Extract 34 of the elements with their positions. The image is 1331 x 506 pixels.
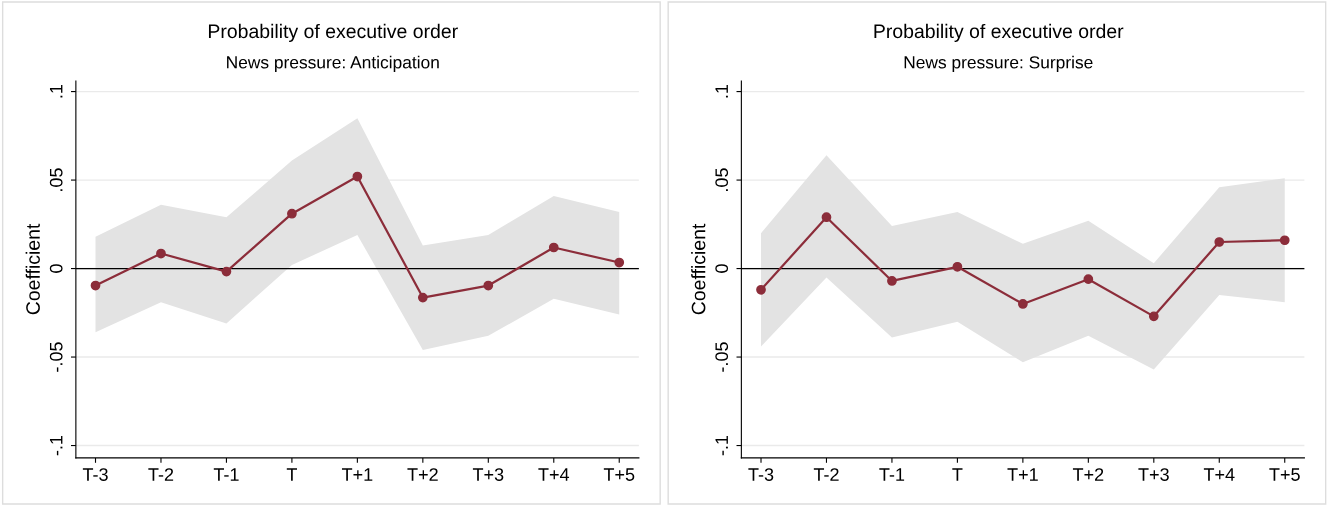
y-tick-label: 0 [49,264,63,273]
x-tick-label: T-3 [748,468,774,481]
y-tick-label: .1 [715,84,728,98]
x-tick-label: T+2 [1072,468,1104,481]
x-tick-label: T+3 [1138,468,1169,481]
x-tick-label: T [952,468,963,481]
y-tick-label: .1 [49,84,63,98]
y-tick-label: 0 [715,264,729,273]
y-tick-label: -.1 [715,435,728,456]
y-tick-label: .05 [49,168,63,191]
x-tick-label: T-1 [879,468,905,481]
chart-subtitle: News pressure: Anticipation [227,55,439,72]
x-tick-label: T+3 [472,468,504,481]
x-tick-label: T [286,468,298,481]
x-tick-label: T-2 [813,468,839,481]
x-tick-label: T+2 [407,468,438,481]
x-tick-label: T+4 [538,468,570,481]
x-tick-label: T-1 [213,468,239,481]
chart-title: Probability of executive order [208,23,458,42]
y-tick-label: -.05 [49,342,63,372]
chart-title: Probability of executive order [874,23,1124,42]
y-axis-title: Coefficient [25,223,40,315]
x-tick-label: T-3 [82,468,108,481]
x-tick-label: T-2 [148,468,174,481]
y-tick-label: -.1 [49,435,63,456]
x-tick-label: T+5 [1269,468,1300,481]
x-tick-label: T+1 [1007,468,1038,481]
x-tick-label: T+1 [341,468,373,481]
y-tick-label: .05 [715,168,729,191]
x-tick-label: T+4 [1203,468,1235,481]
y-tick-label: -.05 [715,342,729,372]
chart-subtitle: News pressure: Surprise [904,55,1093,72]
y-axis-title: Coefficient [691,223,706,315]
x-tick-label: T+5 [603,468,635,481]
